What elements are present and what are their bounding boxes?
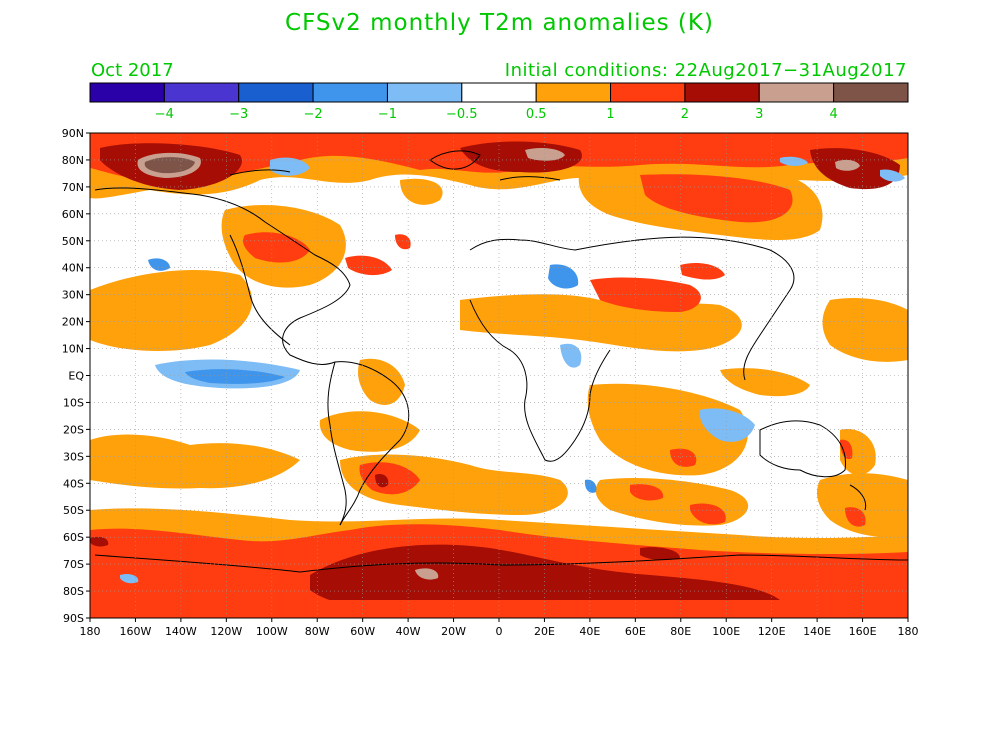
longitude-label: 60E <box>625 625 646 638</box>
longitude-label: 180 <box>898 625 919 638</box>
latitude-label: 20N <box>62 316 84 329</box>
colorbar-label: −3 <box>229 107 248 122</box>
latitude-label: 10S <box>63 396 84 409</box>
colorbar-label: 0.5 <box>526 107 547 122</box>
colorbar-label: 3 <box>755 107 763 122</box>
longitude-label: 140W <box>165 625 197 638</box>
longitude-label: 100E <box>712 625 740 638</box>
colorbar-label: 2 <box>681 107 689 122</box>
longitude-label: 20E <box>534 625 555 638</box>
longitude-label: 80E <box>670 625 691 638</box>
latitude-label: 70N <box>62 181 84 194</box>
latitude-label: 50N <box>62 235 84 248</box>
colorbar-label: −1 <box>378 107 397 122</box>
latitude-label: 10N <box>62 343 84 356</box>
colorbar-segment <box>833 82 909 103</box>
colorbar-segment <box>163 82 240 103</box>
latitude-label: 50S <box>63 504 84 517</box>
latitude-labels: 90N 80N 70N 60N 50N 40N 30N 20N 10N EQ 10S 20S 30S 40… <box>62 127 90 625</box>
latitude-label: 60S <box>63 531 84 544</box>
colorbar-label: 4 <box>829 107 837 122</box>
longitude-label: 80W <box>305 625 330 638</box>
north-america-anomaly <box>148 205 411 288</box>
latitude-label: 90N <box>62 127 84 140</box>
colorbar-segment <box>312 82 388 103</box>
colorbar-labels: −4 −3 −2 −1 −0.5 0.5 1 2 3 4 <box>155 107 838 122</box>
longitude-label: 20W <box>441 625 466 638</box>
latitude-label: 60N <box>62 208 84 221</box>
longitude-label: 160W <box>120 625 152 638</box>
latitude-label: EQ <box>68 370 84 383</box>
colorbar-segment <box>461 82 537 103</box>
longitude-labels: 180 160W 140W 120W 100W 80W 60W 40W 20W 0 20E 40E 60… <box>80 618 919 638</box>
south-america-anomaly <box>319 358 420 452</box>
latitude-label: 80S <box>63 585 84 598</box>
latitude-label: 90S <box>63 612 84 625</box>
chart-title: CFSv2 monthly T2m anomalies (K) <box>285 10 714 36</box>
longitude-label: 40E <box>579 625 600 638</box>
longitude-label: 160E <box>849 625 877 638</box>
colorbar-label: −2 <box>304 107 323 122</box>
initial-conditions-label: Initial conditions: 22Aug2017−31Aug2017 <box>504 60 907 81</box>
longitude-label: 180 <box>80 625 101 638</box>
colorbar-segment <box>758 82 835 103</box>
longitude-label: 0 <box>496 625 503 638</box>
longitude-label: 140E <box>803 625 831 638</box>
colorbar-segment <box>386 82 463 103</box>
colorbar-segment <box>89 82 165 103</box>
eurasia-warm-anomaly <box>400 167 823 240</box>
colorbar-segment <box>610 82 686 103</box>
graticule <box>90 133 908 618</box>
latitude-label: 20S <box>63 423 84 436</box>
colorbar-segment <box>684 82 760 103</box>
colorbar-label: −4 <box>155 107 174 122</box>
latitude-label: 80N <box>62 154 84 167</box>
longitude-label: 120E <box>758 625 786 638</box>
latitude-label: 70S <box>63 558 84 571</box>
colorbar-label: 1 <box>606 107 614 122</box>
latitude-label: 30N <box>62 289 84 302</box>
latitude-label: 40S <box>63 477 84 490</box>
colorbar-segment <box>535 82 612 103</box>
colorbar <box>89 82 909 103</box>
southern-ocean-anomaly <box>90 508 908 618</box>
tropical-anomaly <box>90 263 908 389</box>
longitude-label: 100W <box>256 625 288 638</box>
southern-midlatitude-anomaly <box>90 434 908 537</box>
longitude-label: 120W <box>210 625 242 638</box>
latitude-label: 30S <box>63 450 84 463</box>
latitude-label: 40N <box>62 262 84 275</box>
longitude-label: 60W <box>350 625 375 638</box>
anomaly-field <box>90 133 908 618</box>
longitude-label: 40W <box>396 625 421 638</box>
colorbar-segment <box>238 82 314 103</box>
forecast-month-label: Oct 2017 <box>91 60 174 81</box>
colorbar-label: −0.5 <box>446 107 478 122</box>
indian-ocean-anomaly <box>587 368 876 476</box>
